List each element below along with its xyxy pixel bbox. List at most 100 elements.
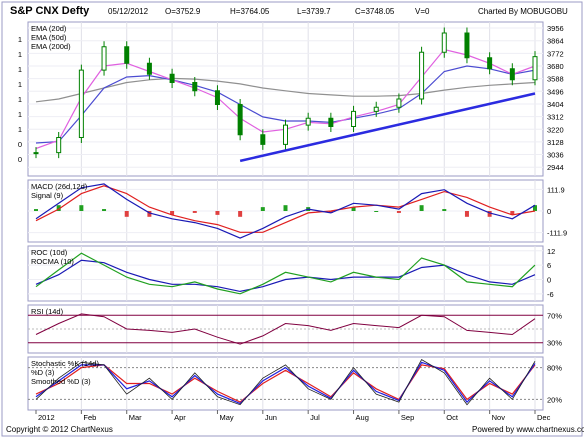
- x-tick-label: Feb: [83, 413, 96, 422]
- legend-entry: ROC (10d): [31, 248, 68, 257]
- candle-body: [78, 69, 84, 138]
- y-tick-label: 3864: [547, 37, 564, 46]
- legend-entry: EMA (50d): [31, 33, 67, 42]
- left-tick-label: 0: [18, 140, 22, 149]
- x-tick-label: Sep: [401, 413, 414, 422]
- y-tick-label: 111.9: [547, 185, 565, 194]
- panel-4: 70% 30% RSI (14d): [27, 304, 562, 354]
- footer-powered: Powered by www.chartnexus.com: [472, 425, 584, 434]
- y-tick-label: 12: [547, 247, 555, 256]
- candle-body: [305, 117, 311, 126]
- legend-entry: ROCMA (10): [31, 257, 74, 266]
- y-tick-label: 3036: [547, 151, 564, 160]
- x-tick-label: May: [219, 413, 233, 422]
- x-tick-label: Mar: [129, 413, 142, 422]
- y-tick-label: 3128: [547, 138, 564, 147]
- macd-line: [35, 183, 536, 239]
- left-tick-label: 1: [18, 35, 22, 44]
- candle-body: [33, 152, 39, 155]
- candle-body: [192, 82, 198, 92]
- roc-line: [35, 252, 536, 295]
- y-tick-label: 6: [547, 261, 551, 270]
- candle-body: [487, 57, 493, 70]
- y-tick-label: 80%: [547, 364, 562, 373]
- candle-body: [328, 117, 334, 127]
- legend-entry: Smoothed %D (3): [31, 377, 91, 386]
- legend-entry: Stochastic %K (14d): [31, 359, 99, 368]
- macd-histogram-bar: [34, 209, 38, 211]
- rsi-line: [35, 313, 536, 345]
- macd-histogram-bar: [374, 211, 379, 212]
- panel-frame: [27, 245, 544, 302]
- quote-date: 05/12/2012: [108, 7, 149, 16]
- macd-histogram-bar: [124, 211, 129, 217]
- quote-low: L=3739.7: [297, 7, 331, 16]
- y-tick-label: 3680: [547, 62, 564, 71]
- macd-histogram-bar: [102, 209, 107, 211]
- panel-1: 3956 3864 3772 3680 3588 3496 3404 3312 3220 3128…: [18, 21, 564, 177]
- support-trendline: [239, 92, 536, 163]
- candle-body: [351, 110, 357, 127]
- x-tick-label: Dec: [537, 413, 551, 422]
- x-axis: 2012 Feb Mar Apr May Jun Jul Aug Sep Oct Nov Dec: [35, 410, 551, 422]
- candle-body: [441, 32, 447, 53]
- macd-histogram-bar: [442, 209, 447, 211]
- y-tick-label: -111.9: [547, 229, 567, 238]
- x-tick-label: Nov: [492, 413, 506, 422]
- quote-close: C=3748.05: [355, 7, 395, 16]
- footer-copyright: Copyright © 2012 ChartNexus: [6, 425, 113, 434]
- left-tick-label: 1: [18, 95, 22, 104]
- macd-histogram-bar: [260, 207, 265, 211]
- panel-3: 12 6 0 -6 ROC (10d)ROCMA (10): [27, 245, 555, 302]
- y-tick-label: 3496: [547, 87, 564, 96]
- candle-body: [283, 124, 288, 145]
- y-tick-label: 30%: [547, 339, 562, 348]
- candle-body: [532, 56, 538, 81]
- macd-histogram-bar: [215, 211, 220, 215]
- x-tick-label: Oct: [446, 413, 459, 422]
- candle-body: [101, 46, 107, 71]
- left-tick-label: 1: [18, 125, 22, 134]
- candle-body: [373, 106, 379, 112]
- macd-histogram-bar: [396, 211, 401, 213]
- macd-histogram-bar: [170, 211, 175, 215]
- candle-body: [260, 134, 266, 145]
- macd-histogram-bar: [464, 211, 469, 217]
- candle-body: [396, 98, 402, 108]
- macd-histogram-bar: [56, 205, 61, 211]
- y-tick-label: 3588: [547, 75, 564, 84]
- chart-title: S&P CNX Defty: [10, 5, 90, 17]
- legend-entry: MACD (26d,12d): [31, 182, 88, 191]
- left-tick-label: 1: [18, 65, 22, 74]
- stoch-smoothed-d-line: [35, 364, 536, 403]
- quote-volume: V=0: [415, 7, 430, 16]
- macd-histogram-bar: [510, 211, 515, 215]
- macd-histogram-bar: [487, 211, 492, 217]
- stoch-d-line: [35, 361, 536, 405]
- macd-histogram-bar: [192, 211, 197, 213]
- candle-body: [214, 90, 220, 105]
- macd-histogram-bar: [79, 205, 84, 211]
- left-tick-label: 0: [18, 155, 22, 164]
- y-tick-label: 3312: [547, 113, 564, 122]
- x-tick-label: 2012: [38, 413, 55, 422]
- macd-histogram-bar: [533, 205, 537, 211]
- macd-histogram-bar: [419, 205, 424, 211]
- legend-entry: EMA (20d): [31, 24, 67, 33]
- macd-histogram-bar: [351, 207, 356, 211]
- x-tick-label: Jul: [310, 413, 320, 422]
- chart-credit: Charted By MOBUGOBU: [478, 7, 568, 16]
- candle-body: [169, 73, 175, 83]
- candle-body: [124, 46, 130, 64]
- panel-2: 111.9 0 -111.9 MACD (26d,12d)Signal (9): [27, 179, 567, 243]
- candle-body: [419, 51, 425, 100]
- y-tick-label: 2944: [547, 163, 564, 172]
- y-tick-label: 0: [547, 275, 551, 284]
- stoch-k-line: [35, 359, 536, 406]
- macd-histogram-bar: [283, 205, 288, 211]
- candle-body: [509, 68, 515, 81]
- left-tick-label: 1: [18, 50, 22, 59]
- x-tick-label: Aug: [356, 413, 369, 422]
- x-tick-label: Jun: [265, 413, 277, 422]
